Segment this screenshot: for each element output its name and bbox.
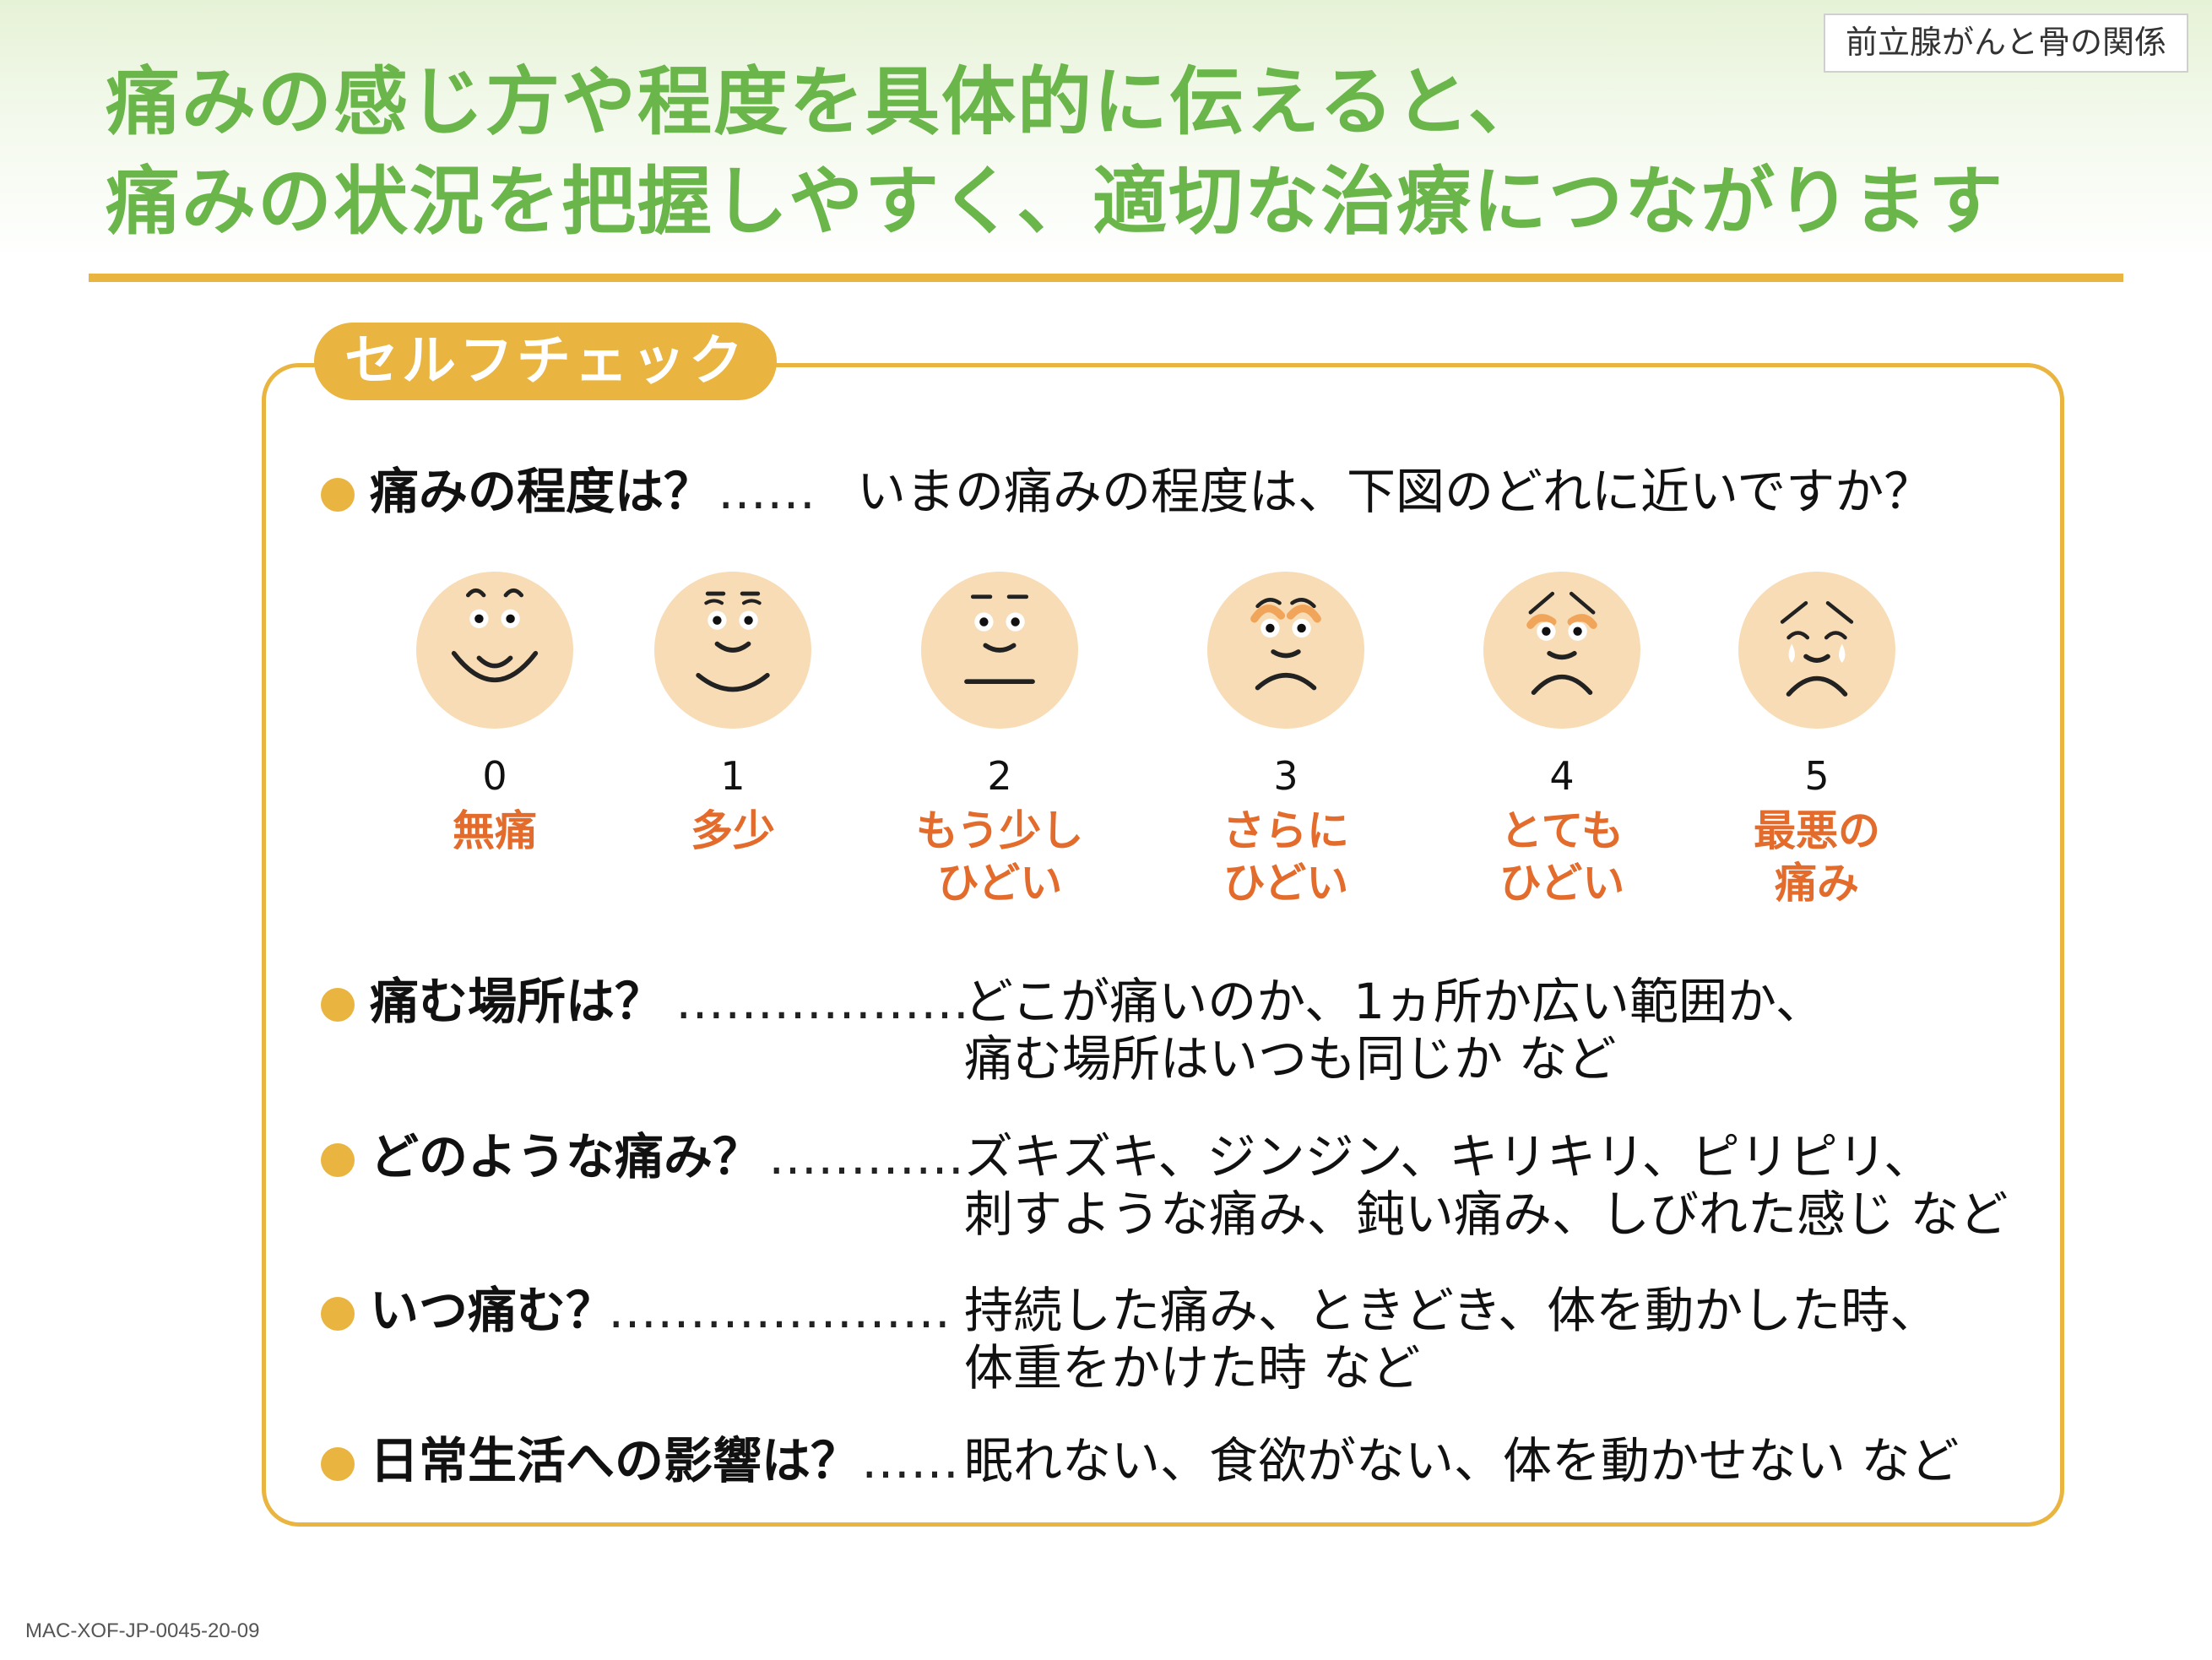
pain-face-0: 0 無痛	[368, 570, 621, 857]
leader-dots: …………………	[608, 1282, 951, 1339]
face-0-smile-icon	[416, 572, 573, 729]
face-label: 無痛	[368, 805, 621, 857]
self-check-panel	[262, 363, 2064, 1527]
face-label-line-2: ひどい	[1223, 859, 1349, 908]
topic-tag: 前立腺がんと骨の関係	[1823, 14, 2188, 73]
question-label: 日常生活への影響は？	[370, 1432, 860, 1489]
face-label: 最悪の 痛み	[1690, 805, 1944, 909]
pain-face-2: 2 もう少し ひどい	[873, 570, 1126, 909]
face-4-sad-icon	[1483, 572, 1640, 729]
question-answer: 眠れない、食欲がない、体を動かせない など	[964, 1432, 1959, 1489]
question-label: 痛みの程度は？	[370, 463, 713, 520]
face-3-frown-icon	[1207, 572, 1364, 729]
question-label: いつ痛む？	[370, 1282, 615, 1339]
face-label-line-1: さらに	[1223, 806, 1349, 855]
question-answer: どこが痛いのか、1ヵ所か広い範囲か、 痛む場所はいつも同じか など	[964, 973, 1824, 1088]
answer-line-2: 刺すような痛み、鈍い痛み、しびれた感じ など	[964, 1185, 2009, 1243]
bullet-dot	[321, 478, 355, 512]
face-label-line-1: 多少	[691, 806, 775, 855]
bullet-dot	[321, 1447, 355, 1481]
face-label-line-1: もう少し	[915, 806, 1084, 855]
face-number: 3	[1273, 753, 1298, 799]
answer-line-1: ズキズキ、ジンジン、キリキリ、ピリピリ、	[964, 1128, 1933, 1185]
bullet-dot	[321, 1297, 355, 1331]
document-code: MAC-XOF-JP-0045-20-09	[25, 1619, 260, 1642]
leader-dots: ……	[861, 1432, 959, 1489]
face-label-line-2: ひどい	[936, 859, 1063, 908]
bullet-dot	[321, 1143, 355, 1177]
leader-dots: ………………	[675, 973, 969, 1030]
face-label: さらに ひどい	[1159, 805, 1412, 909]
face-2-neutral-icon	[921, 572, 1078, 729]
face-label-line-1: 最悪の	[1754, 806, 1880, 855]
question-label: どのような痛み？	[370, 1128, 762, 1185]
headline-line-1: 痛みの感じ方や程度を具体的に伝えると、	[106, 58, 1544, 145]
face-label-line-1: 無痛	[453, 806, 537, 855]
question-label: 痛む場所は？	[370, 973, 664, 1030]
page-headline: 痛みの感じ方や程度を具体的に伝えると、 痛みの状況を把握しやすく、適切な治療につ…	[106, 52, 2115, 252]
header-divider	[89, 274, 2123, 282]
self-check-title: セルフチェック	[314, 323, 777, 400]
face-number: 4	[1549, 753, 1575, 799]
answer-line-2: 体重をかけた時 など	[964, 1339, 1421, 1397]
face-number: 1	[720, 753, 745, 799]
face-label: もう少し ひどい	[873, 805, 1126, 909]
question-answer: いまの痛みの程度は、下図のどれに近いですか？	[857, 463, 1933, 520]
face-label-line-2: ひどい	[1499, 859, 1625, 908]
face-1-mild-smile-icon	[654, 572, 811, 729]
pain-face-1: 1 多少	[606, 570, 859, 857]
face-label-line-1: とても	[1500, 806, 1624, 855]
face-label: とても ひどい	[1435, 805, 1689, 909]
face-label-line-2: 痛み	[1775, 859, 1859, 908]
face-number: 2	[987, 753, 1012, 799]
question-answer: 持続した痛み、ときどき、体を動かした時、 体重をかけた時 など	[964, 1282, 1938, 1397]
answer-line-1: どこが痛いのか、1ヵ所か広い範囲か、	[964, 973, 1824, 1030]
headline-line-2: 痛みの状況を把握しやすく、適切な治療につながります	[106, 158, 2005, 245]
face-number: 0	[482, 753, 507, 799]
face-5-crying-icon	[1738, 572, 1895, 729]
face-label: 多少	[606, 805, 859, 857]
answer-line-2: 痛む場所はいつも同じか など	[964, 1030, 1617, 1088]
pain-face-3: 3 さらに ひどい	[1159, 570, 1412, 909]
face-number: 5	[1804, 753, 1830, 799]
leader-dots: ……	[718, 463, 816, 520]
pain-face-4: 4 とても ひどい	[1435, 570, 1689, 909]
pain-face-5: 5 最悪の 痛み	[1690, 570, 1944, 909]
question-answer: ズキズキ、ジンジン、キリキリ、ピリピリ、 刺すような痛み、鈍い痛み、しびれた感じ…	[964, 1128, 2008, 1243]
leader-dots: …………	[768, 1128, 964, 1185]
answer-line-1: 持続した痛み、ときどき、体を動かした時、	[964, 1282, 1939, 1339]
answer-line-1: 眠れない、食欲がない、体を動かせない など	[964, 1432, 1960, 1489]
bullet-dot	[321, 988, 355, 1022]
